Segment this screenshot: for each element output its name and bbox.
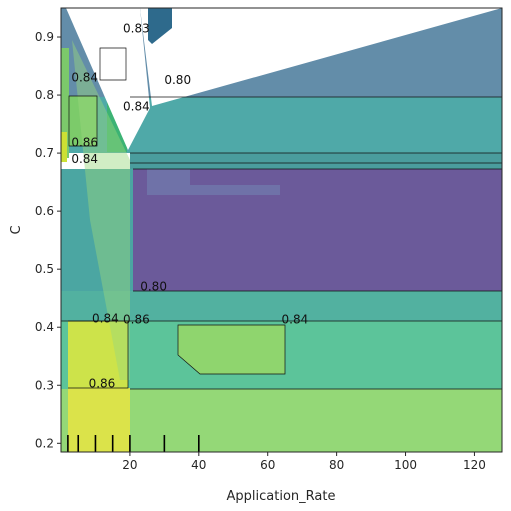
region-left-edge-yellow — [61, 132, 67, 162]
x-tick-label: 120 — [463, 458, 486, 472]
y-tick-label: 0.3 — [35, 378, 54, 392]
x-tick-label: 80 — [329, 458, 344, 472]
y-tick-label: 0.7 — [35, 146, 54, 160]
contour-layer — [61, 8, 502, 452]
contour-label: 0.80 — [140, 280, 167, 294]
region-band-upper-strip — [130, 153, 502, 169]
x-tick-label: 60 — [260, 458, 275, 472]
y-tick-label: 0.8 — [35, 88, 54, 102]
y-tick-label: 0.2 — [35, 436, 54, 450]
y-tick-label: 0.6 — [35, 204, 54, 218]
x-axis-ticks: 20 40 60 80 100 120 — [122, 452, 486, 472]
contour-label: 0.80 — [164, 73, 191, 87]
contour-label: 0.84 — [92, 312, 119, 326]
contour-label: 0.86 — [71, 136, 98, 150]
y-axis-ticks: 0.2 0.3 0.4 0.5 0.6 0.7 0.8 0.9 — [35, 30, 61, 450]
y-tick-label: 0.4 — [35, 320, 54, 334]
region-block-lower-left — [178, 325, 285, 374]
contour-label: 0.84 — [123, 100, 150, 114]
x-tick-label: 20 — [122, 458, 137, 472]
x-tick-label: 40 — [191, 458, 206, 472]
contour-label: 0.86 — [89, 377, 116, 391]
contour-label: 0.84 — [282, 313, 309, 327]
region-bottom-yellow — [68, 388, 130, 452]
y-tick-label: 0.5 — [35, 262, 54, 276]
contour-label: 0.84 — [71, 152, 98, 166]
contour-label: 0.83 — [123, 21, 150, 35]
x-axis-label: Application_Rate — [227, 489, 336, 504]
contour-label: 0.84 — [71, 71, 98, 85]
contour-label: 0.86 — [123, 313, 150, 327]
y-tick-label: 0.9 — [35, 30, 54, 44]
y-axis-label: C — [9, 225, 24, 234]
x-tick-label: 100 — [394, 458, 417, 472]
